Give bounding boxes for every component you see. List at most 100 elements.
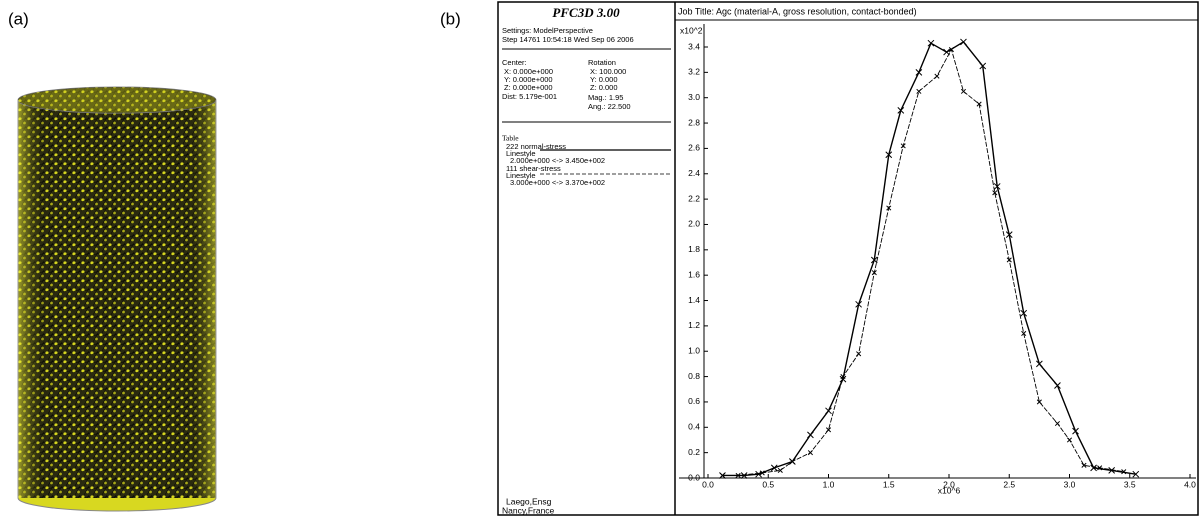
x-tick-label: 3.5 (1124, 479, 1136, 489)
y-tick-label: 0.8 (688, 371, 700, 381)
y-tick-label: 0.6 (688, 396, 700, 406)
point-marker (1072, 427, 1079, 435)
point-marker (886, 205, 892, 211)
point-marker (789, 458, 795, 465)
point-marker (807, 431, 814, 439)
point-marker (1132, 470, 1140, 478)
x-tick-label: 1.0 (823, 479, 835, 489)
info-text: Table (502, 134, 519, 143)
point-marker (979, 62, 987, 70)
point-marker (897, 107, 905, 114)
point-marker (1054, 420, 1061, 427)
info-text: Step 14761 10:54:18 Wed Sep 06 2006 (502, 35, 634, 44)
point-marker (1021, 330, 1027, 337)
panel-label: (a) (8, 9, 29, 28)
info-text: Laego,Ensg (506, 496, 552, 506)
point-marker (1081, 462, 1087, 468)
point-marker (839, 375, 847, 383)
point-marker (825, 427, 832, 433)
y-tick-label: 2.0 (688, 219, 700, 229)
point-marker (992, 190, 998, 196)
point-marker (934, 73, 940, 79)
point-marker (1020, 309, 1028, 317)
point-marker (870, 256, 878, 264)
point-marker (735, 472, 741, 479)
panel-frame (497, 1, 1199, 516)
point-marker (1054, 382, 1061, 389)
info-text: Nancy,France (502, 505, 555, 515)
point-marker (900, 143, 906, 149)
info-text: Center: (502, 58, 527, 67)
point-marker (1108, 467, 1116, 474)
legend-text: Linestyle (506, 171, 536, 180)
x-tick-label: 4.0 (1184, 479, 1196, 489)
y-tick-label: 2.2 (688, 193, 700, 203)
info-text: Z: 0.000 (590, 83, 618, 92)
series-line (722, 41, 1136, 477)
point-marker (855, 300, 862, 308)
info-panel: PFC3D 3.00 Settings: ModelPerspective St… (502, 5, 671, 515)
y-tick-label: 1.4 (688, 295, 700, 305)
legend-text: Linestyle (506, 149, 536, 158)
point-marker (976, 101, 982, 107)
info-text: Rotation (588, 58, 616, 67)
point-marker (948, 46, 954, 53)
info-text: Y: 0.000 (590, 75, 618, 84)
point-marker (1036, 399, 1042, 405)
y-tick-label: 1.6 (688, 269, 700, 279)
point-marker (719, 472, 726, 479)
point-marker (755, 470, 762, 478)
legend-label: 111 shear-stress (506, 164, 561, 173)
x-tick-label: 0.5 (762, 479, 774, 489)
point-marker (1121, 469, 1127, 475)
x-tick-label: 2.0 (943, 479, 955, 489)
info-text: X: 100.000 (590, 67, 626, 76)
legend-label: 222 normal-stress (506, 142, 566, 151)
series-line (722, 48, 1124, 476)
info-text: X: 0.000e+000 (504, 67, 553, 76)
point-marker (960, 88, 967, 94)
point-marker (993, 183, 1001, 190)
point-marker (777, 467, 783, 473)
x-tick-label: 0.0 (702, 479, 714, 489)
point-marker (1097, 465, 1103, 471)
info-text: Z: 0.000e+000 (504, 83, 553, 92)
y-tick-label: 1.0 (688, 345, 700, 355)
y-tick-label: 1.8 (688, 244, 700, 254)
point-marker (871, 270, 877, 276)
y-tick-label: 1.2 (688, 320, 700, 330)
y-axis-label: x10^2 (680, 25, 703, 35)
y-tick-label: 2.6 (688, 143, 700, 153)
point-marker (825, 407, 832, 415)
y-tick-label: 0.0 (688, 472, 700, 482)
x-axis-label: x10^6 (938, 485, 961, 495)
info-text: Y: 0.000e+000 (504, 75, 553, 84)
x-tick-label: 2.5 (1003, 479, 1015, 489)
point-marker (1090, 464, 1097, 472)
info-text: Mag.: 1.95 (588, 93, 623, 102)
point-marker (740, 472, 748, 479)
info-text: Dist: 5.179e-001 (502, 92, 557, 101)
y-tick-label: 3.4 (688, 41, 700, 51)
y-tick-label: 2.8 (688, 117, 700, 127)
chart-title: Job Title: Agc (material-A, gross resolu… (678, 6, 917, 16)
info-text: Settings: ModelPerspective (502, 26, 593, 35)
point-marker (960, 38, 967, 46)
y-tick-label: 3.0 (688, 92, 700, 102)
point-marker (916, 88, 922, 94)
software-title: PFC3D 3.00 (552, 5, 620, 20)
point-marker (856, 351, 862, 357)
y-tick-label: 0.4 (688, 422, 700, 432)
point-marker (1005, 231, 1013, 238)
info-text: Ang.: 22.500 (588, 102, 631, 111)
point-marker (915, 68, 923, 76)
point-marker (885, 151, 893, 159)
point-marker (840, 374, 846, 380)
legend-text: 2.000e+000 <-> 3.450e+002 (510, 156, 605, 165)
point-marker (1006, 257, 1012, 263)
particle-cylinder (17, 86, 217, 512)
point-marker (770, 464, 778, 472)
panel-label: (b) (440, 9, 461, 28)
y-tick-label: 2.4 (688, 168, 700, 178)
